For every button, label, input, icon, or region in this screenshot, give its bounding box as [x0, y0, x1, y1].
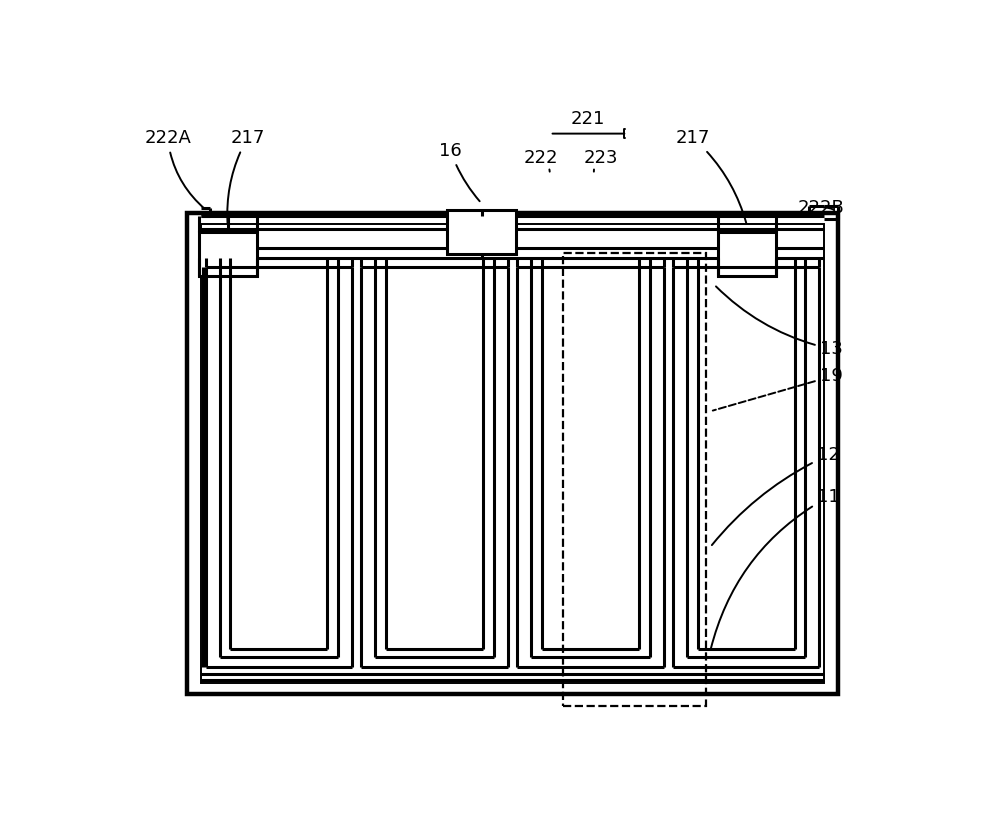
Text: 12: 12 — [712, 446, 840, 545]
Text: 13: 13 — [716, 286, 843, 358]
Text: 222B: 222B — [798, 199, 844, 216]
Bar — [201, 224, 824, 683]
Text: 19: 19 — [713, 367, 843, 411]
Bar — [187, 213, 838, 695]
Bar — [718, 232, 776, 277]
FancyArrowPatch shape — [552, 129, 625, 137]
Bar — [199, 232, 257, 277]
Text: 11: 11 — [711, 488, 840, 649]
Text: 222A: 222A — [144, 129, 205, 209]
Text: 217: 217 — [676, 129, 746, 223]
Text: 223: 223 — [584, 149, 618, 172]
Text: 16: 16 — [439, 142, 480, 202]
Bar — [447, 210, 516, 254]
Text: 217: 217 — [227, 129, 265, 223]
Text: 221: 221 — [570, 110, 605, 128]
Bar — [563, 253, 706, 706]
Text: 222: 222 — [524, 149, 558, 172]
